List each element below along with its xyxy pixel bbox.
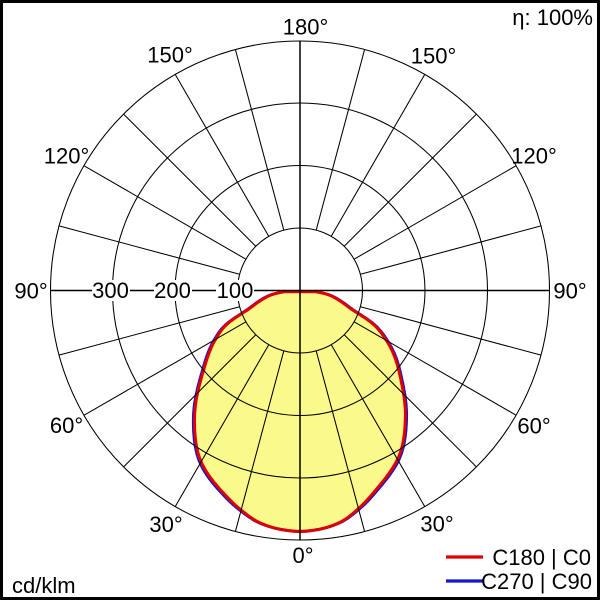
svg-text:120°: 120° [511, 144, 557, 169]
svg-text:C180 | C0: C180 | C0 [492, 545, 591, 570]
svg-text:150°: 150° [411, 44, 457, 69]
svg-text:100: 100 [217, 278, 254, 303]
svg-text:60°: 60° [517, 414, 550, 439]
svg-text:cd/klm: cd/klm [12, 573, 76, 598]
svg-text:60°: 60° [50, 413, 83, 438]
svg-text:200: 200 [154, 278, 191, 303]
svg-text:90°: 90° [553, 279, 586, 304]
svg-text:0°: 0° [292, 543, 313, 568]
svg-text:η: 100%: η: 100% [512, 5, 593, 30]
svg-text:90°: 90° [14, 278, 47, 303]
svg-text:150°: 150° [147, 43, 193, 68]
svg-text:180°: 180° [283, 15, 329, 40]
svg-text:30°: 30° [420, 512, 453, 537]
svg-text:30°: 30° [149, 512, 182, 537]
svg-text:C270 | C90: C270 | C90 [481, 569, 592, 594]
svg-text:120°: 120° [44, 144, 90, 169]
svg-text:300: 300 [92, 278, 129, 303]
